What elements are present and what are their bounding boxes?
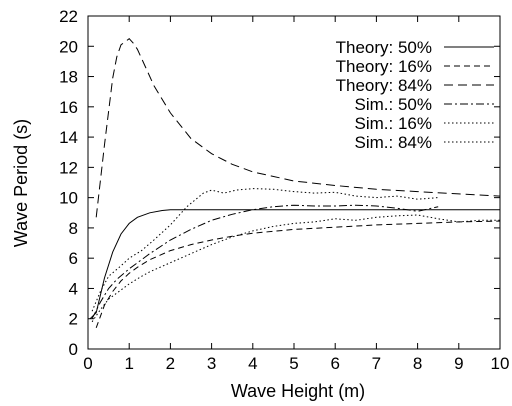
x-tick-label: 9 (454, 354, 463, 373)
y-tick-label: 4 (69, 279, 78, 298)
x-tick-label: 10 (491, 354, 510, 373)
x-tick-label: 4 (248, 354, 257, 373)
legend-label: Theory: 84% (336, 76, 432, 95)
series-line-4 (91, 204, 439, 319)
y-tick-label: 18 (59, 68, 78, 87)
x-tick-label: 0 (83, 354, 92, 373)
plot-frame (87, 15, 501, 350)
series-lines (89, 38, 501, 328)
x-tick-label: 1 (124, 354, 133, 373)
y-tick-label: 12 (59, 158, 78, 177)
y-tick-label: 22 (59, 7, 78, 26)
y-tick-label: 6 (69, 249, 78, 268)
x-tick-label: 2 (166, 354, 175, 373)
y-tick-label: 2 (69, 310, 78, 329)
x-tick-label: 8 (413, 354, 422, 373)
series-line-1 (89, 209, 500, 320)
y-tick-label: 8 (69, 219, 78, 238)
plot-area (87, 15, 501, 350)
y-axis-label: Wave Period (s) (11, 119, 31, 247)
series-line-5 (91, 214, 500, 323)
legend-label: Theory: 16% (336, 57, 432, 76)
x-tick-label: 5 (289, 354, 298, 373)
series-line-3 (95, 38, 501, 218)
series-line-2 (95, 220, 501, 328)
series-line-6 (91, 188, 439, 312)
y-tick-label: 14 (59, 128, 78, 147)
legend-label: Sim.: 16% (355, 114, 432, 133)
y-tick-label: 16 (59, 98, 78, 117)
y-tick-label: 20 (59, 37, 78, 56)
x-axis-label: Wave Height (m) (231, 381, 365, 401)
legend-label: Sim.: 50% (355, 95, 432, 114)
legend-label: Theory: 50% (336, 38, 432, 57)
legend: Theory: 50%Theory: 16%Theory: 84%Sim.: 5… (336, 38, 494, 152)
x-tick-label: 7 (372, 354, 381, 373)
y-tick-label: 0 (69, 340, 78, 359)
y-tick-label: 10 (59, 189, 78, 208)
x-tick-label: 6 (330, 354, 339, 373)
legend-label: Sim.: 84% (355, 133, 432, 152)
x-tick-label: 3 (207, 354, 216, 373)
